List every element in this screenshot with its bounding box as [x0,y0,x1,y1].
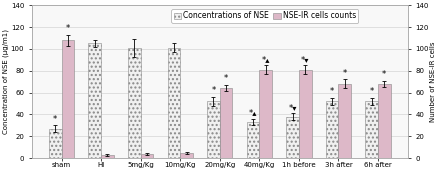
Bar [246,122,259,158]
Text: *▴: *▴ [261,55,269,64]
Bar [128,48,140,158]
Bar [140,154,153,158]
Text: *: * [369,87,373,96]
Legend: Concentrations of NSE, NSE-IR cells counts: Concentrations of NSE, NSE-IR cells coun… [171,9,358,23]
Bar [101,155,113,158]
Bar [325,101,338,158]
Text: *: * [223,74,228,83]
Bar [219,88,232,158]
Text: *▴: *▴ [248,108,257,117]
Bar [338,84,350,158]
Bar [364,101,377,158]
Bar [207,101,219,158]
Text: *▾: *▾ [288,103,296,112]
Bar [88,43,101,158]
Bar [180,153,192,158]
Text: *: * [381,70,385,79]
Bar [167,48,180,158]
Bar [377,84,390,158]
Bar [259,70,271,158]
Text: *: * [211,86,215,95]
Text: *: * [342,69,346,78]
Y-axis label: Number of NSE-IR cells: Number of NSE-IR cells [429,41,435,122]
Text: *: * [53,115,57,124]
Text: *: * [329,87,333,96]
Text: *: * [66,24,70,33]
Bar [61,40,74,158]
Bar [298,70,311,158]
Text: *▾: *▾ [300,55,309,64]
Bar [49,129,61,158]
Bar [286,117,298,158]
Y-axis label: Concentration of NSE (μg/m1): Concentration of NSE (μg/m1) [3,29,9,134]
